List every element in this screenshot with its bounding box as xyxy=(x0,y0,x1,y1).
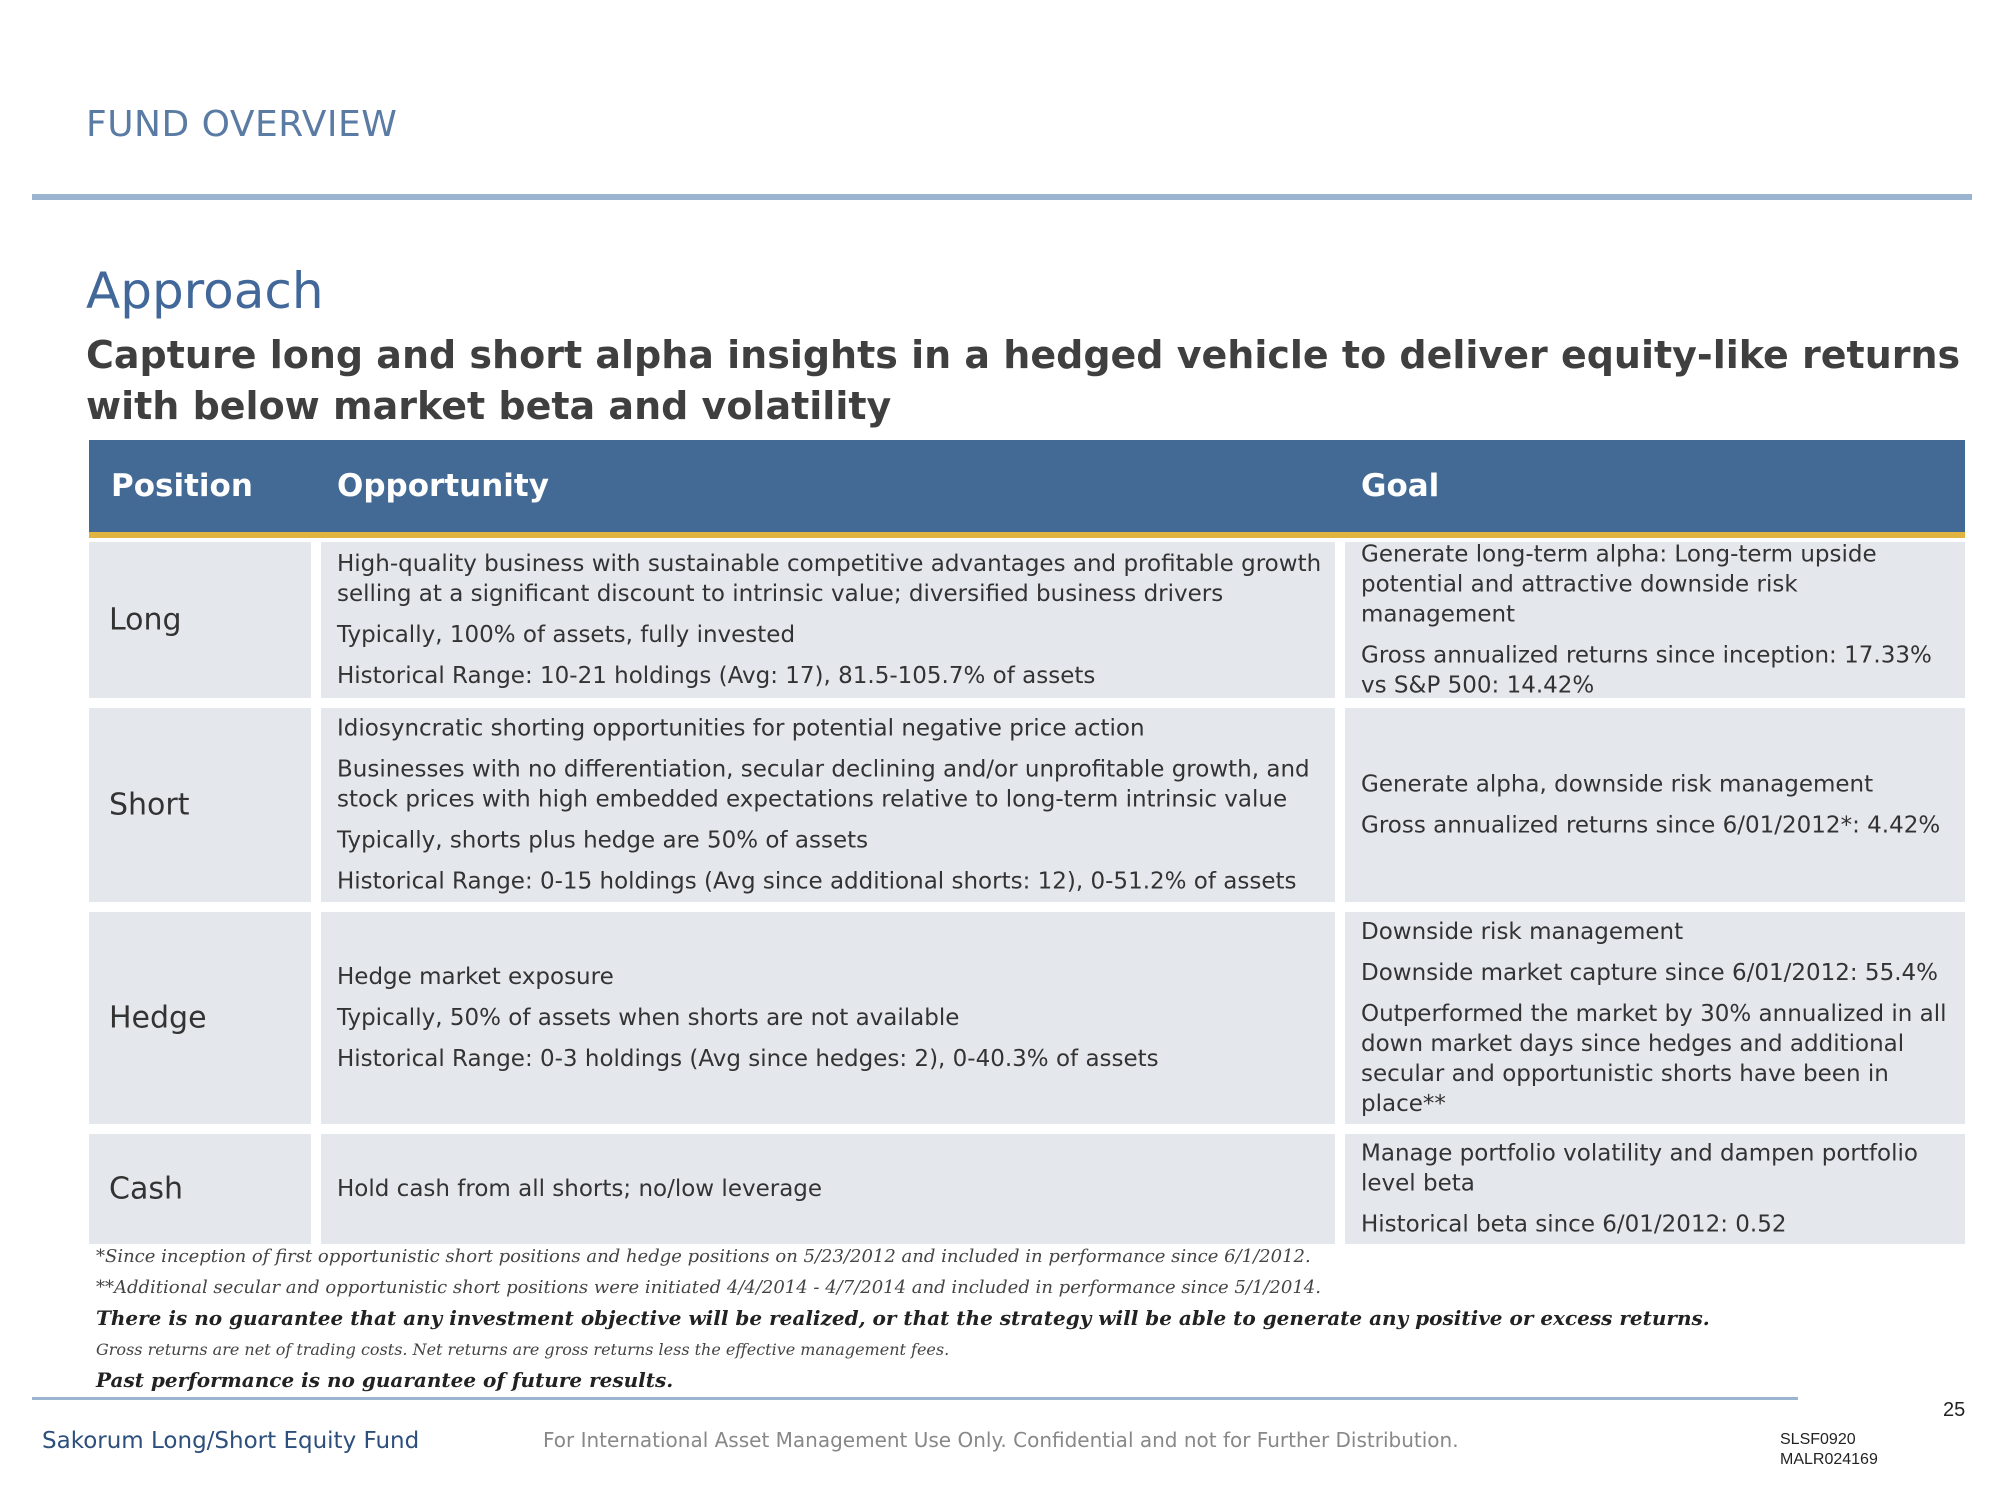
goal-text: Downside risk management xyxy=(1361,919,1684,945)
footer-fund-name: Sakorum Long/Short Equity Fund xyxy=(42,1428,420,1454)
column-header-opportunity: Opportunity xyxy=(337,468,549,504)
opportunity-text: Typically, shorts plus hedge are 50% of … xyxy=(337,827,869,854)
goal-text: Generate alpha, downside risk management xyxy=(1361,771,1874,798)
footnotes: *Since inception of first opportunistic … xyxy=(96,1241,1896,1396)
goal-text: Manage portfolio volatility and dampen p… xyxy=(1361,1140,1918,1197)
goal-text: Outperformed the market by 30% annualize… xyxy=(1361,1001,1947,1117)
opportunity-text: High-quality business with sustainable c… xyxy=(337,551,1322,607)
opportunity-text: Businesses with no differentiation, secu… xyxy=(337,756,1310,813)
disclaimer-no-guarantee: There is no guarantee that any investmen… xyxy=(96,1306,1710,1330)
footer-codes: SLSF0920 MALR024169 xyxy=(1780,1430,1878,1470)
opportunity-cell: High-quality business with sustainable c… xyxy=(321,542,1335,698)
disclaimer-past-performance: Past performance is no guarantee of futu… xyxy=(96,1368,674,1392)
opportunity-text: Historical Range: 0-15 holdings (Avg sin… xyxy=(337,868,1297,895)
table-row-hedge: Hedge Hedge market exposure Typically, 5… xyxy=(89,912,1965,1124)
column-header-position: Position xyxy=(111,468,253,504)
opportunity-cell: Idiosyncratic shorting opportunities for… xyxy=(321,708,1335,902)
goal-text: Gross annualized returns since 6/01/2012… xyxy=(1361,812,1941,839)
opportunity-text: Typically, 100% of assets, fully investe… xyxy=(337,622,796,648)
column-header-goal: Goal xyxy=(1361,468,1440,504)
goal-text: Generate long-term alpha: Long-term upsi… xyxy=(1361,541,1877,628)
position-cell: Long xyxy=(89,542,311,698)
opportunity-cell: Hedge market exposure Typically, 50% of … xyxy=(321,912,1335,1124)
table-row-short: Short Idiosyncratic shorting opportuniti… xyxy=(89,708,1965,902)
footer-code: SLSF0920 xyxy=(1780,1431,1856,1448)
page-number: 25 xyxy=(1943,1399,1966,1421)
page-heading: Approach xyxy=(86,262,324,320)
footer-confidential: For International Asset Management Use O… xyxy=(543,1428,1459,1452)
footnote-inception: *Since inception of first opportunistic … xyxy=(96,1246,1311,1267)
position-cell: Short xyxy=(89,708,311,902)
table-header: Position Opportunity Goal xyxy=(89,440,1965,538)
opportunity-text: Idiosyncratic shorting opportunities for… xyxy=(337,715,1145,742)
footer-code: MALR024169 xyxy=(1780,1451,1878,1468)
top-divider xyxy=(32,194,1972,200)
goal-text: Gross annualized returns since inception… xyxy=(1361,642,1932,699)
opportunity-text: Hold cash from all shorts; no/low levera… xyxy=(337,1176,823,1202)
footnote-additional-shorts: **Additional secular and opportunistic s… xyxy=(96,1277,1321,1298)
footnote-gross-returns: Gross returns are net of trading costs. … xyxy=(96,1340,950,1359)
goal-text: Downside market capture since 6/01/2012:… xyxy=(1361,960,1938,986)
bottom-divider xyxy=(32,1397,1798,1400)
table-row-long: Long High-quality business with sustaina… xyxy=(89,541,1965,699)
opportunity-text: Historical Range: 0-3 holdings (Avg sinc… xyxy=(337,1046,1159,1072)
position-label: Long xyxy=(109,602,182,638)
section-title: FUND OVERVIEW xyxy=(86,104,398,145)
goal-cell: Downside risk management Downside market… xyxy=(1345,912,1965,1124)
position-cell: Cash xyxy=(89,1134,311,1244)
table-row-cash: Cash Hold cash from all shorts; no/low l… xyxy=(89,1134,1965,1244)
approach-table: Position Opportunity Goal Long High-qual… xyxy=(89,440,1965,1244)
goal-cell: Generate long-term alpha: Long-term upsi… xyxy=(1345,541,1965,699)
position-cell: Hedge xyxy=(89,912,311,1124)
page-subheading: Capture long and short alpha insights in… xyxy=(86,333,1961,428)
opportunity-cell: Hold cash from all shorts; no/low levera… xyxy=(321,1134,1335,1244)
goal-cell: Generate alpha, downside risk management… xyxy=(1345,708,1965,902)
position-label: Cash xyxy=(109,1171,183,1207)
opportunity-text: Typically, 50% of assets when shorts are… xyxy=(337,1005,960,1031)
goal-cell: Manage portfolio volatility and dampen p… xyxy=(1345,1134,1965,1244)
goal-text: Historical beta since 6/01/2012: 0.52 xyxy=(1361,1211,1787,1238)
opportunity-text: Historical Range: 10-21 holdings (Avg: 1… xyxy=(337,663,1096,689)
position-label: Hedge xyxy=(109,1000,207,1036)
position-label: Short xyxy=(109,787,190,823)
opportunity-text: Hedge market exposure xyxy=(337,964,614,990)
